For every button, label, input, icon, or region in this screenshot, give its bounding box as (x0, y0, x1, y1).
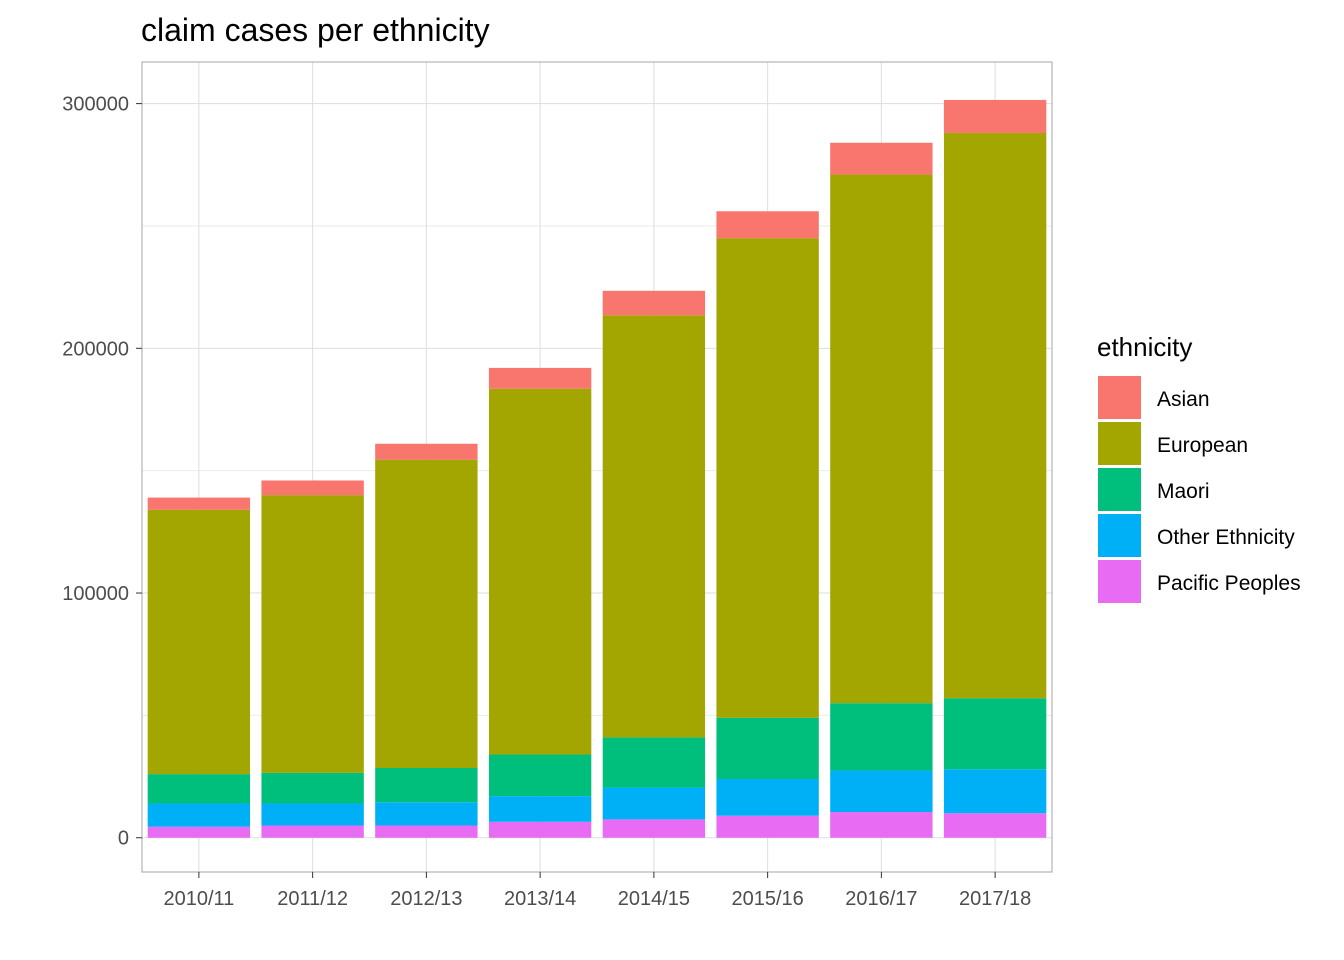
bar-segment-asian-2011-12 (261, 480, 364, 496)
bar-segment-european-2014-15 (602, 315, 706, 738)
bar-segment-other-ethnicity-2010-11 (147, 803, 251, 827)
bar-segment-other-ethnicity-2011-12 (261, 803, 364, 826)
legend-label: Pacific Peoples (1157, 572, 1301, 595)
bar-segment-pacific-peoples-2014-15 (602, 819, 706, 838)
legend-key-maori (1098, 468, 1141, 511)
plot-area: 0 100000 200000 300000 2010/11 2011/12 2012/13… (62, 61, 1053, 910)
legend-key-other-ethnicity (1098, 514, 1141, 557)
bar-segment-pacific-peoples-2011-12 (261, 825, 364, 838)
bar-segment-other-ethnicity-2015-16 (716, 779, 819, 816)
bar-segment-pacific-peoples-2017-18 (943, 813, 1047, 838)
bar-segment-other-ethnicity-2017-18 (943, 769, 1047, 814)
panel-border (141, 61, 1053, 873)
bar-segment-pacific-peoples-2012-13 (375, 825, 478, 838)
x-tick-label: 2012/13 (390, 888, 462, 910)
bar-segment-european-2017-18 (943, 132, 1047, 699)
bar-segment-maori-2015-16 (716, 717, 819, 780)
bar-segment-european-2013-14 (488, 388, 592, 755)
legend-key-european (1098, 422, 1141, 465)
bar-segment-european-2010-11 (147, 509, 251, 775)
y-tick-label: 200000 (62, 338, 129, 360)
legend-label: Other Ethnicity (1157, 526, 1295, 549)
bar-segment-pacific-peoples-2015-16 (716, 815, 819, 838)
legend-label: European (1157, 434, 1248, 457)
legend-label: Asian (1157, 388, 1210, 411)
bar-segment-pacific-peoples-2016-17 (830, 812, 933, 838)
bar-segment-pacific-peoples-2013-14 (488, 821, 592, 838)
x-tick-label: 2011/12 (277, 888, 348, 910)
x-tick-label: 2017/18 (959, 888, 1031, 910)
bar-segment-european-2015-16 (716, 238, 819, 718)
x-tick-label: 2016/17 (845, 888, 917, 910)
y-tick-label: 300000 (62, 94, 129, 116)
legend: ethnicity Asian European Maori Other Ethnic… (1097, 332, 1301, 603)
bar-segment-maori-2012-13 (375, 767, 478, 803)
bar-segment-other-ethnicity-2016-17 (830, 770, 933, 813)
bar-segment-asian-2017-18 (943, 99, 1047, 133)
x-tick-label: 2013/14 (504, 888, 576, 910)
bar-segment-other-ethnicity-2013-14 (488, 796, 592, 822)
bar-segment-pacific-peoples-2010-11 (147, 826, 251, 838)
bar-segment-maori-2016-17 (830, 703, 933, 771)
legend-key-asian (1098, 376, 1141, 419)
bar-segment-asian-2014-15 (602, 290, 706, 316)
bar-segment-asian-2013-14 (488, 367, 592, 389)
legend-title: ethnicity (1097, 332, 1192, 362)
x-tick-label: 2010/11 (163, 888, 234, 910)
x-tick-label: 2014/15 (618, 888, 690, 910)
chart-title: claim cases per ethnicity (141, 12, 490, 48)
legend-label: Maori (1157, 480, 1210, 503)
bar-segment-european-2012-13 (375, 459, 478, 768)
y-tick-label: 100000 (62, 583, 129, 605)
bar-segment-asian-2015-16 (716, 211, 819, 239)
bar-segment-european-2016-17 (830, 174, 933, 704)
bar-segment-maori-2011-12 (261, 772, 364, 804)
bar-segment-other-ethnicity-2014-15 (602, 787, 706, 820)
bar-segment-maori-2017-18 (943, 698, 1047, 770)
legend-key-pacific-peoples (1098, 560, 1141, 603)
bar-segment-asian-2010-11 (147, 497, 251, 510)
bar-segment-european-2011-12 (261, 495, 364, 773)
y-tick-label: 0 (118, 828, 129, 850)
x-tick-label: 2015/16 (731, 888, 803, 910)
bar-segment-maori-2014-15 (602, 737, 706, 788)
bar-segment-maori-2010-11 (147, 774, 251, 804)
bar-segment-maori-2013-14 (488, 754, 592, 797)
bar-segment-asian-2016-17 (830, 142, 933, 175)
bar-segment-other-ethnicity-2012-13 (375, 802, 478, 826)
bar-segment-asian-2012-13 (375, 443, 478, 460)
